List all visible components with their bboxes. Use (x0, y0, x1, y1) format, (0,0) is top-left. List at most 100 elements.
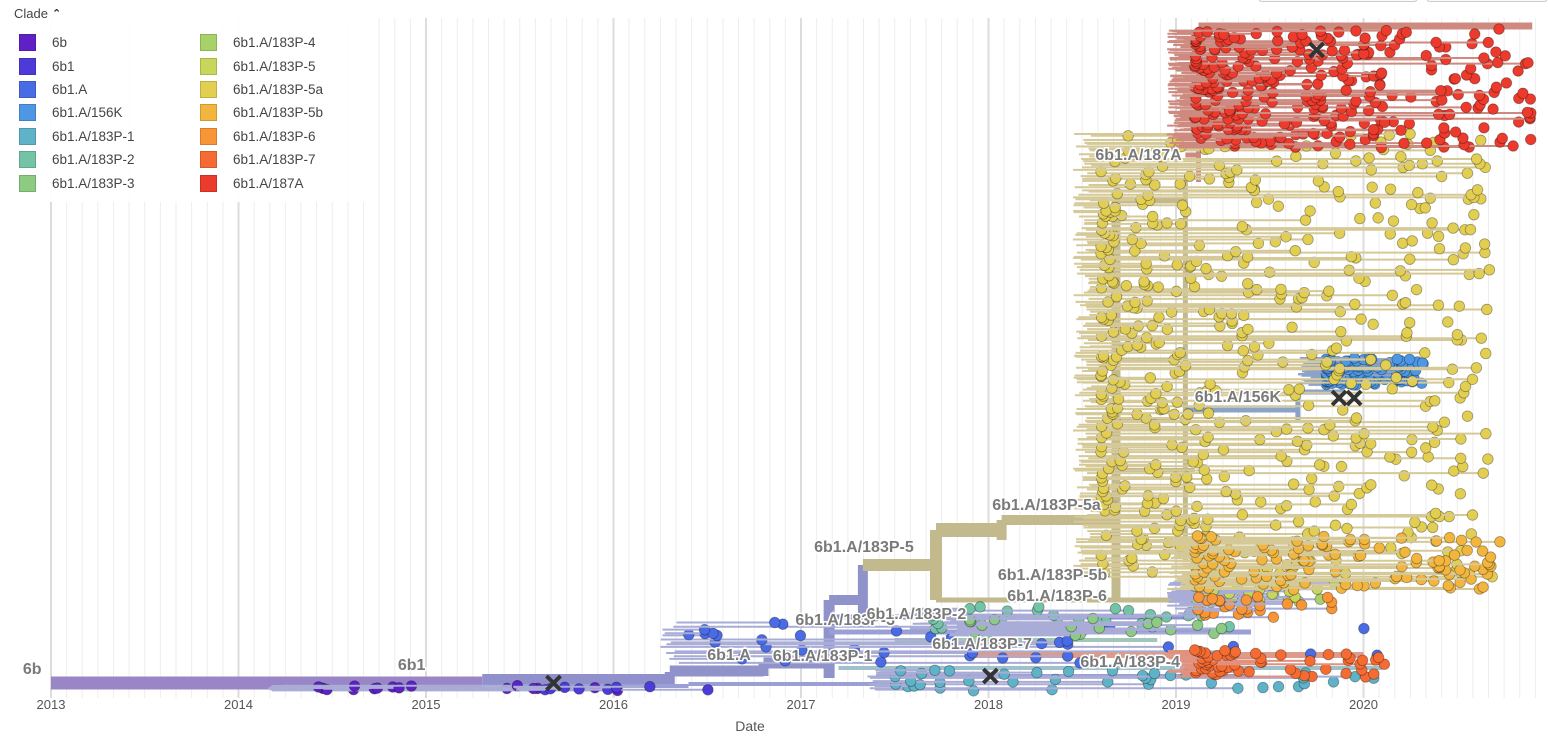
tip-point[interactable] (1263, 266, 1276, 278)
tip-point[interactable] (1062, 665, 1075, 678)
tip-point[interactable] (1358, 622, 1370, 635)
toolbar-button-left[interactable] (1258, 0, 1418, 2)
tip-point[interactable] (1184, 481, 1196, 494)
tip-point[interactable] (1237, 345, 1249, 357)
tip-point[interactable] (1335, 460, 1348, 473)
tip-point[interactable] (1275, 649, 1287, 661)
tip-point[interactable] (1152, 281, 1164, 293)
tip-point[interactable] (1074, 657, 1086, 669)
tip-point[interactable] (1345, 498, 1358, 511)
tip-point[interactable] (1348, 352, 1361, 364)
tip-point[interactable] (1206, 593, 1218, 605)
tip-point[interactable] (1340, 84, 1352, 96)
tip-point[interactable] (1517, 87, 1529, 100)
tip-point[interactable] (1332, 480, 1345, 493)
tip-point[interactable] (1403, 317, 1416, 329)
tip-point[interactable] (1440, 53, 1452, 66)
tip-point[interactable] (1430, 36, 1442, 49)
tip-point[interactable] (1395, 150, 1407, 163)
tip-point[interactable] (1406, 235, 1418, 247)
tip-point[interactable] (1203, 173, 1216, 185)
tip-point[interactable] (1432, 108, 1445, 121)
tip-point[interactable] (1150, 387, 1162, 400)
tip-point[interactable] (1396, 237, 1409, 249)
tip-point[interactable] (1304, 655, 1316, 667)
tip-point[interactable] (1360, 378, 1372, 390)
legend-item[interactable]: 6b1.A/183P-5 (200, 54, 323, 77)
tip-point[interactable] (1483, 264, 1496, 276)
tip-point[interactable] (1390, 371, 1403, 384)
tip-point[interactable] (1522, 57, 1534, 69)
tip-point[interactable] (1109, 201, 1121, 214)
tip-point[interactable] (1363, 152, 1375, 164)
tip-point[interactable] (1249, 647, 1262, 660)
tip-point[interactable] (1122, 604, 1135, 617)
tip-point[interactable] (1403, 118, 1416, 130)
tip-point[interactable] (1165, 306, 1178, 318)
tip-point[interactable] (967, 685, 980, 697)
tip-point[interactable] (1171, 259, 1183, 271)
tip-point[interactable] (1269, 236, 1282, 248)
tip-point[interactable] (1496, 132, 1509, 145)
tip-point[interactable] (1185, 272, 1197, 285)
tip-point[interactable] (1475, 332, 1488, 344)
tip-point[interactable] (1442, 316, 1454, 328)
tip-point[interactable] (1428, 575, 1440, 587)
tip-point[interactable] (1257, 681, 1269, 694)
tip-point[interactable] (1399, 546, 1411, 558)
tip-point[interactable] (1030, 651, 1042, 664)
tip-point[interactable] (1147, 210, 1159, 223)
tip-point[interactable] (1366, 181, 1378, 193)
tip-point[interactable] (1480, 427, 1492, 440)
tip-point[interactable] (1321, 356, 1333, 368)
tip-point[interactable] (998, 668, 1010, 680)
tip-point[interactable] (1433, 243, 1446, 255)
tip-point[interactable] (1464, 223, 1477, 236)
tip-point[interactable] (1365, 438, 1377, 450)
tip-point[interactable] (964, 603, 976, 615)
tip-point[interactable] (1419, 202, 1431, 214)
tip-point[interactable] (1425, 59, 1438, 72)
tip-point[interactable] (1469, 560, 1481, 572)
tip-point[interactable] (1373, 542, 1386, 554)
tip-point[interactable] (1171, 396, 1184, 408)
tip-point[interactable] (1477, 467, 1489, 479)
tip-point[interactable] (875, 656, 887, 668)
tip-point[interactable] (1438, 416, 1451, 428)
tip-point[interactable] (1409, 516, 1421, 528)
tip-point[interactable] (1358, 533, 1371, 546)
tip-point[interactable] (1292, 515, 1305, 528)
tip-point[interactable] (1461, 544, 1473, 557)
tip-point[interactable] (1475, 134, 1487, 147)
tip-point[interactable] (1396, 560, 1408, 573)
tip-point[interactable] (1215, 622, 1228, 635)
tip-point[interactable] (1438, 122, 1450, 134)
tip-point[interactable] (1240, 594, 1253, 606)
tip-point[interactable] (1345, 377, 1357, 390)
tip-point[interactable] (1280, 499, 1293, 512)
tip-point[interactable] (1482, 453, 1494, 465)
tip-point[interactable] (1461, 410, 1474, 422)
tip-point[interactable] (1330, 342, 1343, 354)
tip-point[interactable] (1487, 103, 1499, 115)
tip-point[interactable] (1432, 230, 1445, 243)
tip-point[interactable] (1299, 214, 1312, 226)
tip-point[interactable] (1451, 328, 1464, 341)
tip-point[interactable] (1333, 26, 1345, 38)
tip-point[interactable] (1473, 267, 1485, 280)
tip-point[interactable] (1205, 531, 1217, 543)
tip-point[interactable] (1291, 55, 1304, 68)
tip-point[interactable] (1318, 530, 1330, 543)
tip-point[interactable] (1305, 472, 1318, 485)
tip-point[interactable] (1109, 172, 1122, 184)
tip-point[interactable] (1295, 599, 1308, 611)
tip-point[interactable] (1306, 348, 1318, 361)
tip-point[interactable] (1480, 347, 1492, 360)
tip-point[interactable] (1468, 209, 1480, 221)
tip-point[interactable] (1315, 69, 1328, 81)
tip-point[interactable] (1443, 532, 1456, 544)
tip-point[interactable] (1404, 253, 1416, 265)
tip-point[interactable] (1466, 509, 1479, 521)
legend-item[interactable]: 6b1.A/183P-5b (200, 101, 323, 124)
